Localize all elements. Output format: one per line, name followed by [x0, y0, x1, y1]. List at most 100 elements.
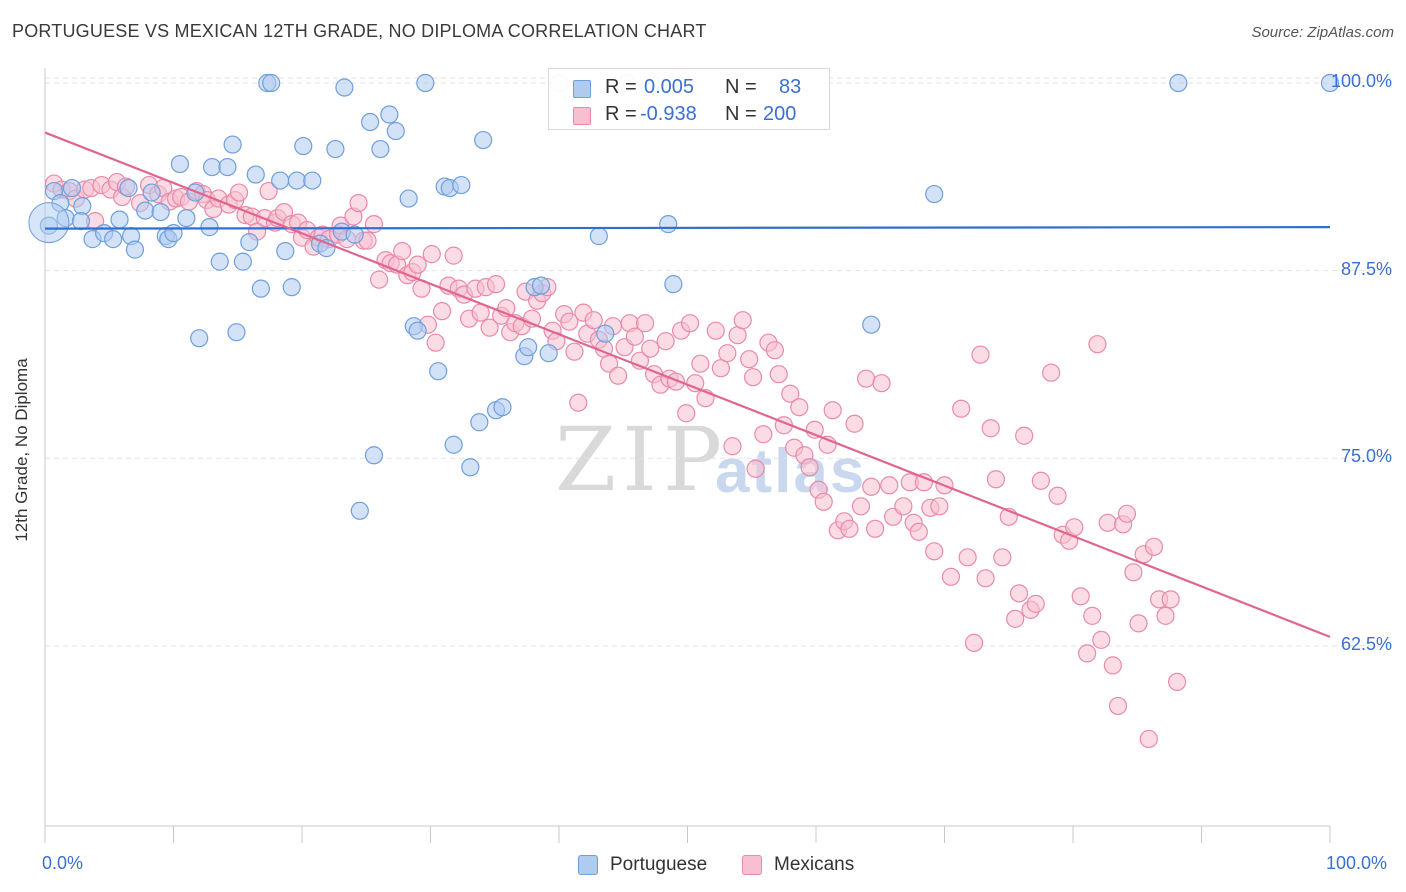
portuguese-point: [164, 224, 183, 243]
portuguese-point: [1320, 73, 1340, 93]
mexicans-point: [743, 368, 763, 387]
mexicans-point: [733, 311, 752, 330]
portuguese-point: [452, 175, 471, 195]
portuguese-point-large: [28, 202, 70, 244]
portuguese-point: [151, 202, 170, 222]
mexicans-point: [229, 183, 249, 202]
portuguese-point: [62, 178, 82, 198]
portuguese-point: [190, 329, 209, 348]
portuguese-point: [246, 165, 265, 184]
portuguese-point: [170, 154, 190, 174]
mexicans-point: [677, 404, 696, 423]
legend-row-mexicans: R = -0.938 N = 200: [549, 100, 829, 128]
mexicans-point: [986, 470, 1006, 489]
portuguese-point: [271, 171, 290, 190]
portuguese-point: [596, 324, 615, 343]
mexicans-point: [740, 350, 759, 369]
mexicans-point: [1088, 335, 1107, 354]
mexicans-point: [635, 314, 655, 333]
mexicans-point: [565, 342, 584, 361]
portuguese-point: [589, 227, 608, 246]
mexicans-point: [866, 519, 885, 538]
mexicans-point: [1083, 606, 1102, 625]
mexicans-point: [1161, 590, 1180, 609]
mexicans-point: [823, 401, 842, 420]
portuguese-point: [408, 321, 427, 340]
mexicans-point: [754, 425, 773, 444]
mexicans-point: [723, 437, 742, 456]
mexicans-point: [790, 398, 809, 417]
mexicans-point: [393, 242, 412, 261]
portuguese-point: [386, 121, 405, 141]
stats-legend: R = 0.005 N = 83 R = -0.938 N = 200: [548, 68, 830, 130]
mexicans-point: [1006, 609, 1025, 628]
legend-label: Portuguese: [610, 854, 708, 875]
mexicans-point: [686, 374, 705, 393]
portuguese-point: [416, 73, 435, 93]
mexicans-point: [1071, 587, 1090, 606]
mexicans-point: [1144, 537, 1164, 556]
mexicans-point: [1015, 426, 1034, 445]
mexicans-point: [952, 399, 971, 418]
portuguese-swatch: [573, 80, 591, 98]
mexicans-point: [1129, 614, 1148, 633]
mexicans-point: [971, 345, 990, 364]
mexicans-point: [422, 245, 441, 264]
mexicans-point: [769, 365, 788, 384]
mexicans-point: [656, 332, 675, 351]
mexicans-point: [1042, 363, 1061, 382]
portuguese-point: [399, 189, 418, 208]
portuguese-point: [862, 315, 881, 334]
portuguese-point: [125, 240, 145, 259]
mexicans-point: [1048, 486, 1067, 505]
portuguese-point: [110, 210, 129, 229]
mexicans-point: [691, 354, 710, 373]
portuguese-point: [335, 78, 354, 97]
mexicans-point: [930, 497, 949, 516]
mexicans-point: [857, 369, 876, 388]
y-tick-label: 62.5%: [1340, 633, 1392, 654]
r-label: R =: [605, 103, 637, 125]
series-legend: Portuguese Mexicans: [0, 850, 1406, 880]
mexicans-point: [880, 476, 899, 495]
n-label: N =: [725, 76, 757, 98]
portuguese-point: [287, 171, 306, 190]
axes: [44, 68, 1331, 843]
r-value: 0.005: [644, 76, 695, 98]
mexicans-point: [925, 542, 944, 561]
mexicans-point: [1108, 696, 1128, 716]
mexicans-point: [625, 327, 644, 346]
portuguese-point: [202, 157, 222, 177]
mexicans-point: [840, 519, 859, 538]
mexicans-point: [909, 522, 928, 541]
mexicans-point: [851, 497, 871, 516]
portuguese-point: [104, 230, 123, 249]
portuguese-point: [227, 323, 246, 342]
mexicans-point: [872, 374, 891, 393]
mexicans-point: [584, 311, 603, 330]
portuguese-point: [345, 225, 364, 244]
portuguese-point: [531, 276, 551, 295]
mexicans-point: [1117, 504, 1137, 523]
portuguese-point: [200, 218, 219, 237]
mexicans-point: [1098, 513, 1117, 532]
portuguese-points: [28, 73, 1340, 520]
mexicans-point: [1156, 606, 1175, 625]
n-value: 200: [763, 103, 797, 125]
portuguese-point: [119, 178, 138, 198]
mexicans-point: [370, 270, 389, 289]
mexicans-point: [718, 344, 737, 363]
portuguese-point: [380, 105, 399, 124]
mexicans-point: [426, 333, 445, 352]
y-tick-label: 87.5%: [1340, 258, 1392, 279]
y-axis-title: 12th Grade, No Diploma: [12, 358, 31, 542]
mexicans-point: [349, 193, 368, 213]
legend-row-portuguese: R = 0.005 N = 83: [549, 73, 829, 101]
mexicans-swatch: [573, 107, 591, 125]
mexicans-point: [894, 497, 913, 516]
portuguese-point: [71, 212, 91, 231]
watermark-zip: ZIP: [555, 408, 729, 511]
portuguese-point: [474, 130, 493, 150]
mexicans-point: [845, 414, 864, 433]
portuguese-point: [539, 344, 558, 363]
